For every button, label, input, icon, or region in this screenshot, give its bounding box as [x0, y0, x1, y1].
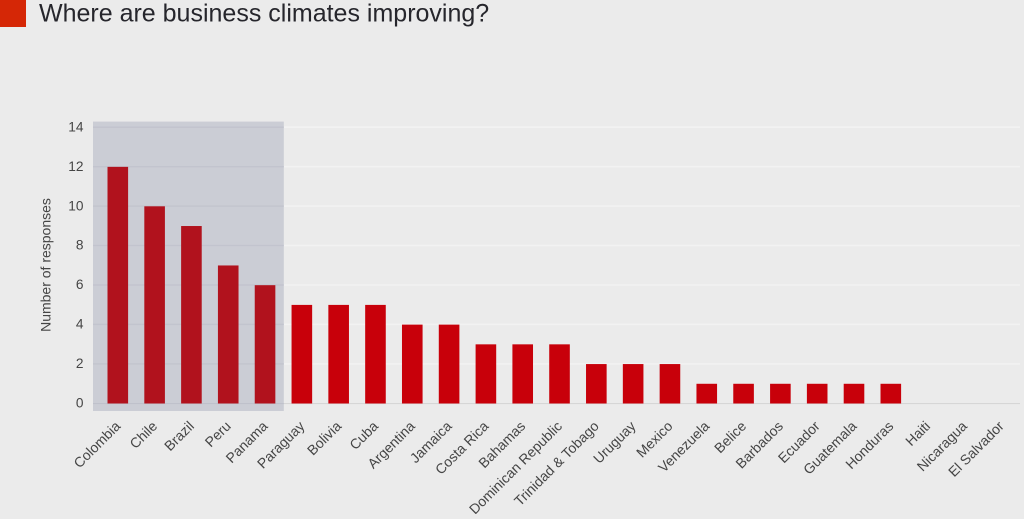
svg-text:Number of responses: Number of responses	[38, 198, 54, 332]
svg-text:2: 2	[76, 356, 84, 371]
svg-text:0: 0	[76, 396, 84, 411]
svg-text:4: 4	[76, 317, 84, 332]
svg-text:Where are business climates im: Where are business climates improving?	[39, 0, 489, 28]
svg-text:6: 6	[76, 277, 84, 292]
svg-text:12: 12	[68, 159, 83, 174]
svg-text:10: 10	[68, 198, 84, 213]
svg-text:8: 8	[76, 238, 84, 253]
svg-text:14: 14	[68, 119, 84, 134]
